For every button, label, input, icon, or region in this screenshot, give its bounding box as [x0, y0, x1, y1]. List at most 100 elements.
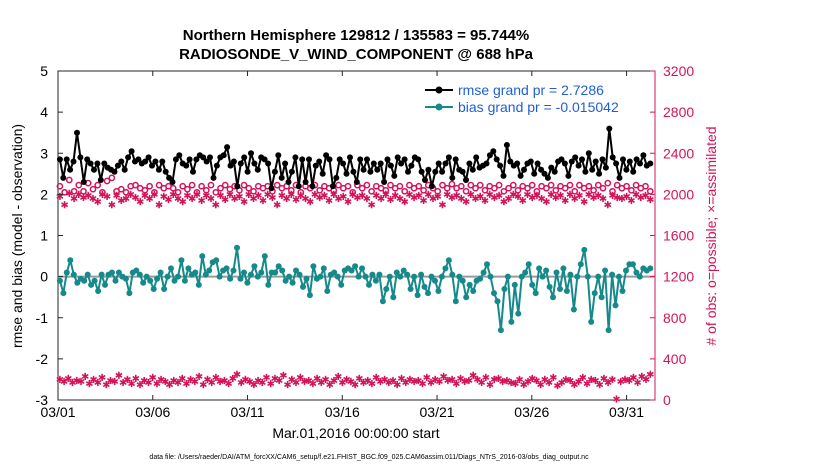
bias-point — [518, 273, 525, 280]
obs-assimilated-point — [519, 196, 527, 205]
bias-point — [115, 269, 122, 276]
rmse-point — [347, 154, 353, 161]
obs-floor-point — [478, 378, 486, 387]
bias-point — [553, 269, 560, 276]
bias-point — [560, 265, 567, 272]
rmse-point — [326, 156, 333, 163]
chart-title-line1: Northern Hemisphere 129812 / 135583 = 95… — [183, 27, 529, 44]
bias-point — [574, 273, 581, 280]
rmse-point — [384, 156, 391, 163]
rmse-point — [329, 183, 336, 190]
obs-possible-point — [642, 182, 649, 190]
obs-floor-point — [279, 371, 287, 379]
obs-floor-point — [499, 377, 507, 386]
obs-assimilated-point — [61, 201, 69, 209]
rmse-point — [408, 162, 415, 169]
y-left-tick-label: -2 — [36, 351, 49, 367]
obs-floor-point — [591, 376, 599, 385]
obs-assimilated-point — [368, 201, 376, 209]
bias-point — [456, 273, 463, 280]
bias-point — [459, 277, 466, 284]
rmse-point — [398, 160, 405, 167]
bias-point — [369, 271, 376, 278]
bias-point — [372, 277, 379, 284]
bias-point — [60, 290, 67, 297]
rmse-point — [503, 142, 510, 148]
obs-floor-point — [216, 377, 224, 386]
obs-possible-point — [561, 184, 569, 192]
obs-possible-point — [528, 181, 536, 189]
rmse-point — [190, 168, 196, 175]
bias-point — [567, 271, 574, 278]
rmse-point — [527, 158, 534, 165]
rmse-point — [152, 158, 159, 165]
obs-possible-point — [146, 182, 153, 190]
obs-floor-point — [389, 376, 397, 385]
rmse-point — [360, 166, 367, 173]
obs-floor-point — [98, 373, 106, 381]
obs-assimilated-point — [70, 194, 78, 203]
rmse-point — [169, 179, 176, 185]
obs-assimilated-point — [226, 190, 234, 198]
rmse-point — [582, 168, 589, 175]
y-axis-left-label: rmse and bias (model - observation) — [9, 124, 25, 348]
bias-point — [612, 302, 619, 309]
rmse-point — [394, 154, 401, 161]
rmse-point — [626, 158, 633, 165]
obs-floor-point — [465, 376, 473, 385]
x-tick-label: 03/16 — [325, 404, 360, 420]
obs-possible-point — [462, 187, 470, 195]
obs-floor-point — [149, 373, 157, 381]
bias-point — [178, 257, 185, 264]
rmse-point — [418, 168, 425, 175]
obs-possible-point — [387, 181, 394, 189]
rmse-point — [596, 170, 603, 177]
obs-assimilated-point — [131, 193, 139, 202]
obs-assimilated-point — [212, 201, 220, 209]
bias-point — [334, 273, 341, 280]
obs-assimilated-point — [599, 194, 607, 203]
rmse-point — [288, 168, 295, 175]
bias-point — [199, 253, 206, 260]
obs-possible-point — [117, 185, 125, 193]
obs-floor-point — [621, 375, 629, 383]
bias-point — [181, 277, 188, 284]
obs-floor-point — [300, 377, 309, 386]
bias-point — [237, 275, 244, 282]
rmse-point — [203, 158, 210, 165]
rmse-point — [442, 160, 449, 167]
rmse-point — [60, 174, 67, 181]
obs-possible-point — [576, 181, 583, 189]
obs-possible-point — [415, 182, 423, 190]
rmse-point — [227, 162, 234, 169]
obs-assimilated-point — [320, 191, 328, 199]
obs-floor-point — [532, 376, 540, 385]
obs-assimilated-point — [94, 198, 102, 206]
rmse-point — [114, 162, 121, 169]
obs-floor-point — [250, 381, 258, 389]
bias-point — [216, 273, 223, 280]
bias-point — [421, 283, 428, 290]
rmse-point — [278, 174, 285, 181]
y-right-tick-label: 400 — [663, 351, 687, 367]
bias-point — [359, 265, 365, 272]
obs-floor-point — [106, 376, 115, 385]
bias-point — [591, 290, 598, 297]
rmse-point — [210, 174, 217, 181]
obs-floor-point — [73, 376, 81, 385]
obs-floor-point — [444, 376, 452, 385]
bias-point — [477, 275, 484, 282]
rmse-point — [166, 174, 173, 181]
bias-point — [67, 257, 74, 264]
bias-point — [400, 267, 407, 274]
rmse-point — [336, 156, 343, 163]
obs-possible-point — [543, 184, 550, 192]
rmse-point — [432, 168, 439, 175]
obs-assimilated-point — [424, 190, 432, 198]
obs-possible-point — [217, 184, 224, 192]
obs-possible-point — [75, 181, 83, 189]
rmse-point — [316, 158, 323, 165]
obs-assimilated-point — [467, 190, 475, 198]
obs-floor-point — [225, 379, 233, 388]
rmse-point — [507, 158, 514, 165]
